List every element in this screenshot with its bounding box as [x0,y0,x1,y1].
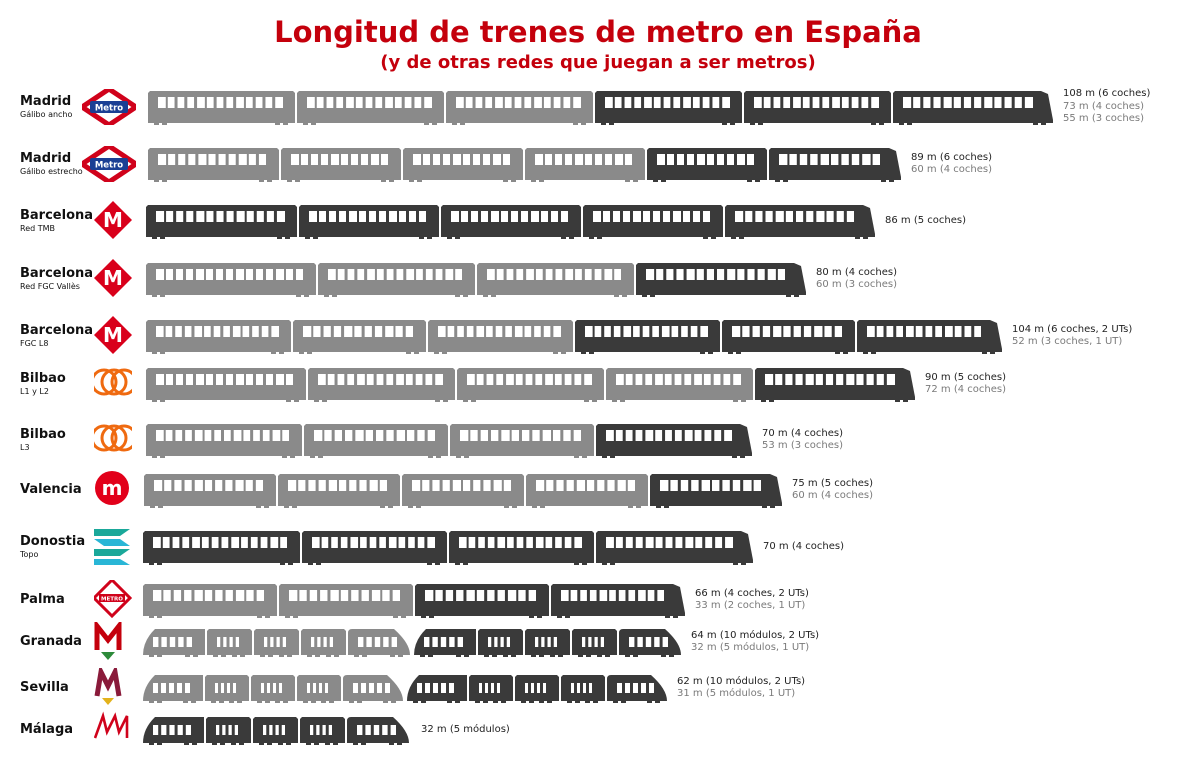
city-label: Sevilla [20,680,69,695]
city-label: Barcelona [20,208,94,223]
svg-text:M: M [103,323,123,347]
network-sublabel: FGC L8 [20,339,49,348]
length-label: 89 m (6 coches) [911,151,992,163]
length-label: 53 m (3 coches) [762,440,843,451]
barcelona-m-icon: M [94,201,132,239]
barcelona-m-icon: M [94,316,132,354]
city-label: Donostia [20,534,86,549]
city-label: Bilbao [20,371,66,386]
network-sublabel: Red TMB [20,224,56,233]
train-car-dark [300,717,345,745]
train-car-dark [347,717,409,745]
network-sublabel: Red FGC Vallès [20,282,80,291]
euskotren-icon [94,529,130,565]
city-label: Palma [20,592,65,607]
length-label: 60 m (4 coches) [911,164,992,175]
length-label: 73 m (4 coches) [1063,100,1144,112]
length-label: 104 m (6 coches, 2 UTs) [1012,323,1133,335]
length-label: 75 m (5 coches) [792,477,873,489]
chart-subtitle: (y de otras redes que juegan a ser metro… [380,52,816,73]
network-sublabel: L3 [20,443,30,452]
city-label: Valencia [20,482,82,497]
svg-text:m: m [102,476,123,500]
length-label: 31 m (5 módulos, 1 UT) [677,688,796,699]
network-sublabel: L1 y L2 [20,387,49,396]
length-label: 70 m (4 coches) [763,540,844,552]
length-label: 108 m (6 coches) [1063,88,1151,100]
svg-text:Metro: Metro [95,104,123,114]
madrid-metro-icon: Metro [82,89,136,125]
valencia-metro-icon: m [95,471,129,505]
length-label: 62 m (10 módulos, 2 UTs) [677,675,806,687]
chart-title: Longitud de trenes de metro en España [274,15,922,49]
length-label: 60 m (4 coches) [792,490,873,501]
sevilla-metro-icon [94,668,122,705]
length-label: 32 m (5 módulos) [421,723,510,735]
length-label: 32 m (5 módulos, 1 UT) [691,642,810,653]
length-label: 52 m (3 coches, 1 UT) [1012,336,1123,347]
city-label: Madrid [20,94,72,109]
train-car-dark [143,717,204,745]
city-label: Barcelona [20,266,94,281]
train-car-dark [206,717,251,745]
granada-metro-icon [94,622,122,660]
city-label: Granada [20,634,82,649]
city-label: Madrid [20,151,72,166]
length-label: 60 m (3 coches) [816,279,897,290]
length-label: 90 m (5 coches) [925,371,1006,383]
malaga-metro-icon [94,711,129,739]
bilbao-metro-icon [94,368,132,396]
svg-text:M: M [103,208,123,232]
svg-text:Metro: Metro [95,161,123,171]
svg-text:METRO: METRO [101,597,123,603]
palma-metro-icon: METRO [94,580,132,619]
network-sublabel: Topo [20,550,39,559]
bilbao-metro-icon [94,424,132,452]
length-label: 72 m (4 coches) [925,384,1006,395]
city-label: Barcelona [20,323,94,338]
length-label: 66 m (4 coches, 2 UTs) [695,587,809,599]
city-label: Málaga [20,722,74,737]
network-sublabel: Gálibo ancho [20,110,73,119]
length-label: 80 m (4 coches) [816,266,897,278]
length-label: 64 m (10 módulos, 2 UTs) [691,629,820,641]
length-label: 70 m (4 coches) [762,427,843,439]
barcelona-m-icon: M [94,259,132,297]
madrid-metro-icon: Metro [82,146,136,182]
train-car-dark [253,717,298,745]
length-label: 33 m (2 coches, 1 UT) [695,600,806,611]
city-label: Bilbao [20,427,66,442]
svg-text:M: M [103,266,123,290]
length-label: 55 m (3 coches) [1063,113,1144,125]
network-sublabel: Gálibo estrecho [20,167,83,176]
length-label: 86 m (5 coches) [885,214,966,226]
